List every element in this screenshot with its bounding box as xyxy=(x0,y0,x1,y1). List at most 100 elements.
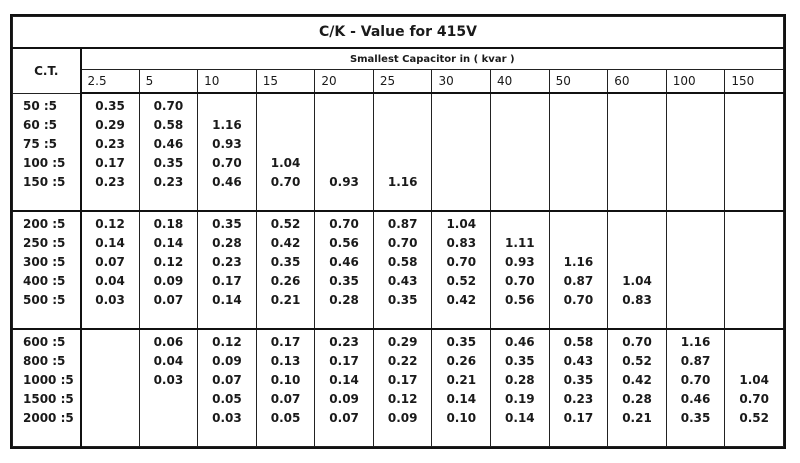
ck-value: 0.52 xyxy=(739,411,769,426)
ck-value: 0.29 xyxy=(387,335,418,350)
ck-value: 0.14 xyxy=(212,293,242,308)
value-cell xyxy=(490,92,550,213)
ct-ratio: 300 :5 xyxy=(23,255,66,270)
value-cell: 0.87 0.70 0.58 0.43 0.35 xyxy=(372,210,433,331)
ck-value xyxy=(608,97,666,116)
ck-value: 0.56 xyxy=(505,293,535,308)
ck-value: 0.12 xyxy=(153,255,184,270)
kvar-header-row: 2.5 5 10 15 20 25 30 40 50 60 100 150 xyxy=(13,69,784,94)
ck-value: 0.28 xyxy=(622,392,652,407)
ck-value xyxy=(608,215,666,234)
ck-value xyxy=(432,154,490,173)
ck-value: 0.42 xyxy=(446,293,477,308)
ck-value: 0.70 xyxy=(270,175,301,189)
ct-ratio: 1000 :5 xyxy=(23,373,74,388)
ck-value: 0.70 xyxy=(212,156,242,170)
ck-value xyxy=(82,333,139,352)
ck-value: 0.04 xyxy=(153,354,184,369)
ck-value: 0.46 xyxy=(153,137,184,151)
ct-ratio: 250 :5 xyxy=(23,236,66,251)
ck-value: 0.46 xyxy=(212,175,242,189)
ck-value xyxy=(432,135,490,154)
ck-value xyxy=(725,215,783,234)
kvar-header-40: 40 xyxy=(490,69,550,94)
kvar-header-15: 15 xyxy=(255,69,316,94)
ck-value: 0.26 xyxy=(446,354,477,369)
ck-value: 0.87 xyxy=(387,217,418,232)
ck-value: 0.23 xyxy=(153,175,184,189)
ck-value xyxy=(198,97,256,116)
ck-value: 0.05 xyxy=(212,392,242,407)
ct-ratio: 100 :5 xyxy=(23,155,66,170)
ck-value: 0.83 xyxy=(446,236,477,251)
ck-value: 0.56 xyxy=(329,236,359,251)
value-cell xyxy=(665,210,726,331)
value-cell: 1.04 0.70 xyxy=(255,92,316,213)
kvar-header-60: 60 xyxy=(607,69,667,94)
ct-ratio: 60 :5 xyxy=(23,117,58,132)
ck-value xyxy=(608,135,666,154)
ck-value xyxy=(550,173,608,192)
ck-value xyxy=(667,116,725,135)
ck-value xyxy=(725,272,783,291)
ck-value xyxy=(667,173,725,192)
table-title: C/K - Value for 415V xyxy=(12,16,784,49)
ck-value xyxy=(725,253,783,272)
ck-value: 0.46 xyxy=(680,392,711,407)
ck-value xyxy=(608,154,666,173)
ck-value: 0.14 xyxy=(153,236,184,251)
ck-value xyxy=(550,135,608,154)
ck-value xyxy=(725,234,783,253)
value-cell xyxy=(431,92,492,213)
value-cell xyxy=(607,92,667,213)
ck-value: 0.35 xyxy=(563,373,594,388)
ck-value xyxy=(725,291,783,310)
ck-value: 0.03 xyxy=(212,411,242,426)
ck-value: 0.93 xyxy=(212,137,242,151)
table-body: 50 :5 60 :5 75 :5 100 :5 150 :5 0.35 0.29 0.23 0… xyxy=(12,92,784,448)
ck-value xyxy=(667,272,725,291)
ck-value: 0.13 xyxy=(270,354,301,369)
ck-value xyxy=(725,333,783,352)
ck-value xyxy=(432,116,490,135)
ck-value xyxy=(82,409,139,428)
ck-value: 0.43 xyxy=(563,354,594,369)
ck-value: 0.22 xyxy=(387,354,418,369)
ck-value xyxy=(432,173,490,192)
ct-ratio: 50 :5 xyxy=(23,98,58,113)
kvar-group-header: Smallest Capacitor in ( kvar ) xyxy=(80,47,784,70)
kvar-header-25: 25 xyxy=(372,69,433,94)
kvar-header-50: 50 xyxy=(548,69,609,94)
ck-value xyxy=(315,135,373,154)
ck-value: 0.09 xyxy=(329,392,359,407)
ck-value xyxy=(491,173,549,192)
ck-value: 0.03 xyxy=(153,373,184,388)
ck-value xyxy=(667,154,725,173)
ck-value xyxy=(257,135,315,154)
ck-value: 0.70 xyxy=(622,335,652,350)
ct-ratio: 600 :5 xyxy=(23,335,66,350)
ck-value: 1.04 xyxy=(270,156,301,170)
ck-value xyxy=(140,390,198,409)
ck-value: 0.17 xyxy=(563,411,594,426)
kvar-header-100: 100 xyxy=(665,69,726,94)
ck-value xyxy=(257,116,315,135)
ct-ratio-cell: 200 :5 250 :5 300 :5 400 :5 500 :5 xyxy=(12,210,82,331)
ck-value: 0.21 xyxy=(622,411,652,426)
ck-value: 0.58 xyxy=(563,335,594,350)
ck-value: 0.10 xyxy=(270,373,301,388)
ck-value xyxy=(491,116,549,135)
ck-value: 0.70 xyxy=(446,255,477,270)
ck-value xyxy=(491,135,549,154)
ck-value: 0.70 xyxy=(505,274,535,289)
value-cell: 1.16 0.87 0.70 0.46 0.35 xyxy=(665,328,726,448)
ck-value xyxy=(550,234,608,253)
kvar-header-2.5: 2.5 xyxy=(80,69,140,94)
ck-value xyxy=(491,97,549,116)
value-cell xyxy=(665,92,726,213)
ck-value: 0.07 xyxy=(95,255,125,270)
ck-value: 0.14 xyxy=(95,236,125,251)
ck-value: 0.93 xyxy=(505,255,535,270)
value-cell: 0.70 0.52 0.42 0.28 0.21 xyxy=(607,328,667,448)
ck-value: 1.16 xyxy=(563,255,594,270)
